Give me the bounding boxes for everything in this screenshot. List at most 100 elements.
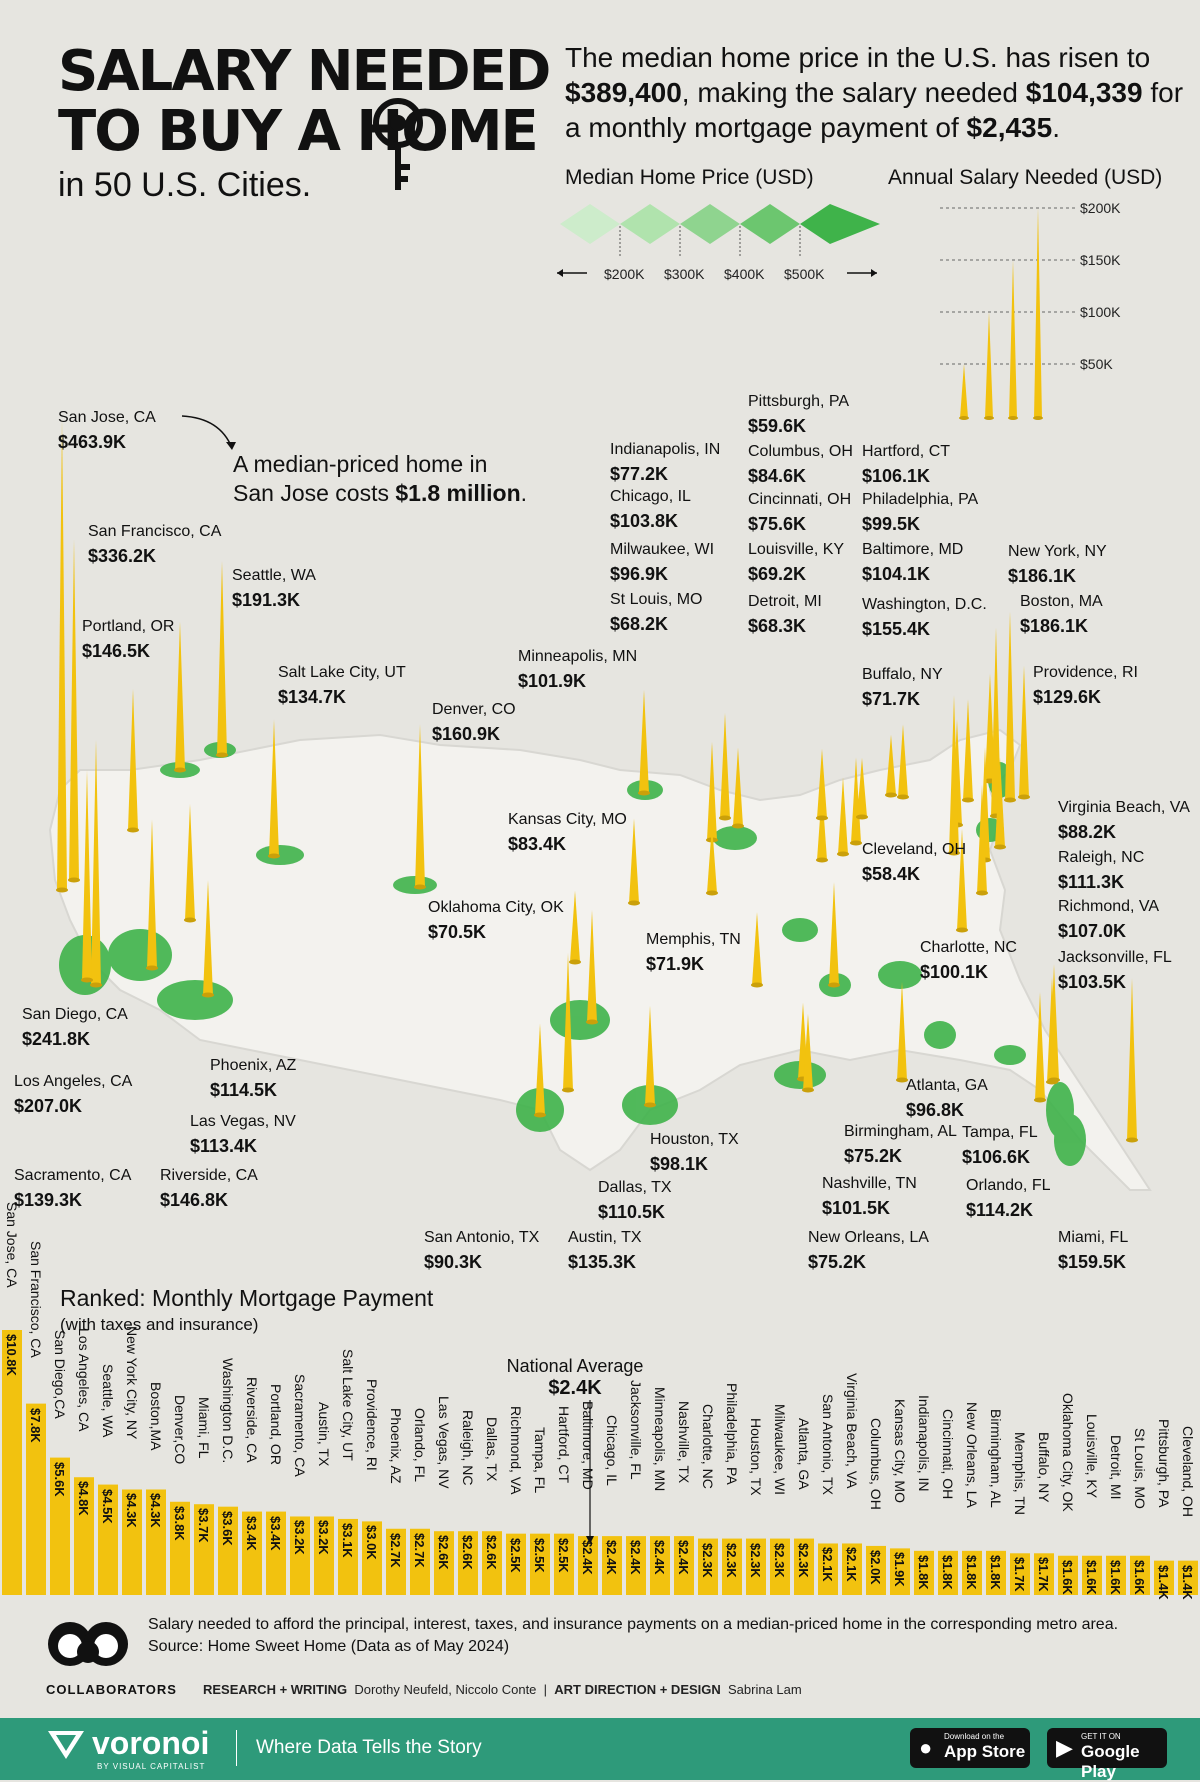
city-label: Denver, CO $160.9K	[432, 700, 516, 744]
legend-salary-spikes	[940, 207, 1078, 420]
city-name: Philadelphia, PA	[862, 491, 979, 508]
city-label: Minneapolis, MN $101.9K	[518, 647, 637, 691]
bar-value-label: $1.4K	[1180, 1564, 1195, 1600]
city-name: New York, NY	[1008, 543, 1107, 560]
salary-spike	[128, 688, 138, 830]
brand-sub: BY VISUAL CAPITALIST	[97, 1762, 206, 1771]
city-label: Nashville, TN $101.5K	[822, 1174, 917, 1218]
legend-salary-tick: $100K	[1080, 304, 1121, 320]
mortgage-bar	[74, 1477, 94, 1595]
bar-category-label: New York City, NY	[124, 1326, 140, 1440]
city-salary: $463.9K	[58, 432, 127, 452]
city-salary: $114.5K	[210, 1080, 278, 1100]
bar-value-label: $3.2K	[316, 1520, 331, 1556]
bar-category-label: Seattle, WA	[100, 1363, 116, 1437]
annotation-line-1: A median-priced home in	[233, 451, 488, 477]
city-name: Virginia Beach, VA	[1058, 799, 1190, 816]
google-play-button[interactable]: ▶ GET IT ON Google Play	[1047, 1728, 1167, 1781]
city-label: Houston, TX $98.1K	[650, 1130, 739, 1174]
city-salary: $70.5K	[428, 922, 487, 942]
bar-value-label: $1.8K	[940, 1554, 955, 1590]
legend-price-tick: $500K	[784, 266, 825, 282]
bar-category-label: Phoenix, AZ	[388, 1407, 404, 1484]
city-label: Dallas, TX $110.5K	[598, 1178, 672, 1222]
city-name: Louisville, KY	[748, 541, 845, 558]
bar-category-label: Hartford, CT	[556, 1405, 572, 1483]
salary-spike-base	[202, 992, 214, 998]
bar-category-label: Denver,CO	[172, 1394, 188, 1464]
bar-chart-title: Ranked: Monthly Mortgage Payment	[60, 1285, 434, 1311]
salary-spike-base	[837, 851, 849, 857]
bar-category-label: Virginia Beach, VA	[844, 1373, 860, 1489]
bar-category-label: Orlando, FL	[412, 1407, 428, 1482]
san-jose-annotation: A median-priced home in San Jose costs $…	[233, 450, 527, 508]
salary-spike-base	[828, 982, 840, 988]
salary-spike	[707, 741, 717, 840]
bar-category-label: Cleveland, OH	[1180, 1425, 1196, 1517]
mortgage-bar	[866, 1545, 886, 1595]
bar-value-label: $3.4K	[244, 1515, 259, 1551]
salary-spike	[720, 712, 730, 818]
bar-category-label: Las Vegas, NV	[436, 1396, 452, 1489]
salary-spike	[897, 981, 907, 1080]
city-label: Virginia Beach, VA $88.2K	[1058, 798, 1190, 842]
mortgage-bar	[674, 1536, 694, 1595]
city-salary: $135.3K	[568, 1252, 637, 1272]
binoculars-icon	[48, 1622, 128, 1666]
salary-spike	[415, 723, 425, 887]
salary-spike-base	[534, 1112, 546, 1118]
city-salary: $75.2K	[844, 1146, 903, 1166]
city-salary: $71.9K	[646, 954, 705, 974]
bar-value-label: $1.8K	[988, 1554, 1003, 1590]
salary-spike	[851, 757, 861, 843]
bar-category-label: Sacramento, CA	[292, 1374, 308, 1478]
bar-value-label: $1.9K	[892, 1552, 907, 1588]
city-name: Salt Lake City, UT	[278, 664, 406, 681]
salary-spike-base	[948, 850, 960, 856]
mortgage-bar	[386, 1528, 406, 1595]
city-label: Detroit, MI $68.3K	[748, 592, 822, 636]
bar-value-label: $2.4K	[628, 1540, 643, 1575]
city-salary: $129.6K	[1033, 687, 1102, 707]
city-name: Raleigh, NC	[1058, 849, 1145, 866]
city-salary: $207.0K	[14, 1096, 83, 1116]
salary-spike-base	[127, 827, 139, 833]
city-name: Boston, MA	[1020, 593, 1103, 610]
intro-part-4: .	[1052, 112, 1060, 143]
city-salary: $59.6K	[748, 416, 807, 436]
mortgage-bar	[578, 1536, 598, 1595]
national-average-arrow	[586, 1536, 594, 1544]
salary-spike	[57, 420, 67, 890]
city-name: Buffalo, NY	[862, 666, 943, 683]
mortgage-bar	[2, 1330, 22, 1595]
mortgage-bar	[722, 1538, 742, 1595]
city-name: San Francisco, CA	[88, 523, 222, 540]
bar-category-label: Salt Lake City, UT	[340, 1348, 356, 1461]
app-store-button[interactable]: ● Download on the App Store	[910, 1728, 1030, 1768]
city-name: Houston, TX	[650, 1131, 739, 1148]
salary-spike-base	[1126, 1137, 1138, 1143]
salary-spike-base	[628, 900, 640, 906]
city-salary: $107.0K	[1058, 921, 1127, 941]
bar-value-label: $2.6K	[460, 1535, 475, 1570]
bar-value-label: $4.3K	[124, 1493, 139, 1529]
bar-value-label: $2.5K	[508, 1537, 523, 1573]
salary-spike-base	[897, 794, 909, 800]
bar-category-label: Providence, RI	[364, 1379, 380, 1472]
salary-spike	[752, 912, 762, 985]
annotation-arrow	[181, 415, 236, 450]
salary-spike-base	[719, 815, 731, 821]
salary-spike	[645, 1005, 655, 1105]
salary-spike-base	[816, 815, 828, 821]
bar-category-label: Detroit, MI	[1108, 1434, 1124, 1500]
city-label: St Louis, MO $68.2K	[610, 590, 702, 634]
city-salary: $336.2K	[88, 546, 157, 566]
city-name: Dallas, TX	[598, 1179, 672, 1196]
salary-spike	[1035, 991, 1045, 1100]
city-name: Riverside, CA	[160, 1167, 258, 1184]
bar-category-label: Miami, FL	[196, 1397, 212, 1459]
city-name: New Orleans, LA	[808, 1229, 929, 1246]
city-name: Chicago, IL	[610, 488, 691, 505]
city-name: San Antonio, TX	[424, 1229, 540, 1246]
bar-value-label: $2.1K	[844, 1547, 859, 1583]
